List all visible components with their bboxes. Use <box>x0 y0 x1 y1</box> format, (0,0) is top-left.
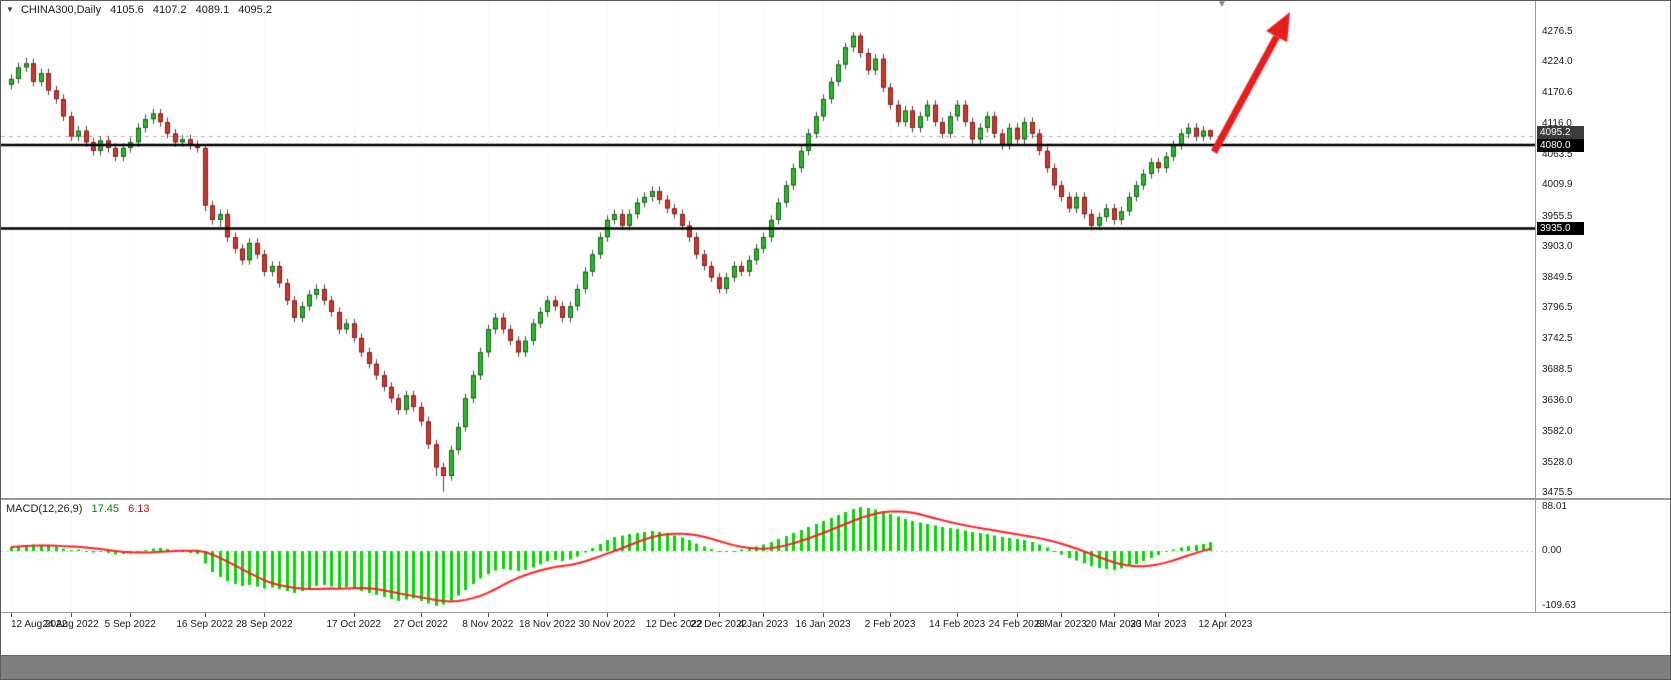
time-axis-label: 8 Mar 2023 <box>1036 619 1087 630</box>
ohlc-open: 4105.6 <box>110 4 144 16</box>
time-axis-tick <box>421 613 422 617</box>
time-axis-label: 16 Sep 2022 <box>176 619 234 630</box>
price-tick-label: 4116.0 <box>1542 118 1572 130</box>
candlestick-chart-canvas[interactable] <box>1 1 1535 498</box>
price-tick-label: 3475.5 <box>1542 486 1573 498</box>
macd-indicator-label: MACD(12,26,9) 17.45 6.13 <box>6 503 150 515</box>
time-axis-label: 12 Apr 2023 <box>1198 619 1253 630</box>
macd-name: MACD(12,26,9) <box>6 503 83 515</box>
time-axis-tick <box>957 613 958 617</box>
level-price-tag-lower: 3935.0 <box>1537 222 1584 236</box>
macd-axis-label: 0.00 <box>1542 545 1562 556</box>
main-chart-area: ▼ CHINA300,Daily 4105.6 4107.2 4089.1 40… <box>1 1 1535 498</box>
level-price-tag-upper: 4080.0 <box>1537 138 1584 152</box>
price-tick-label: 3796.5 <box>1542 302 1573 314</box>
time-axis-label: 17 Oct 2022 <box>326 619 381 630</box>
time-axis-tick <box>205 613 206 617</box>
time-axis-label: 5 Sep 2022 <box>104 619 156 630</box>
time-axis-label: 24 Feb 2023 <box>988 619 1045 630</box>
time-axis[interactable]: 12 Aug 2022 24 Aug 2022 5 Sep 2022 16 Sep 2… <box>1 613 1535 655</box>
macd-main-value: 17.45 <box>91 503 120 515</box>
price-tick-label: 4009.9 <box>1542 179 1573 191</box>
time-axis-tick <box>763 613 764 617</box>
macd-axis-label: -109.63 <box>1542 599 1576 611</box>
time-axis-tick <box>890 613 891 617</box>
time-axis-tick <box>1158 613 1159 617</box>
macd-axis-label: 88.01 <box>1542 500 1568 512</box>
price-tick-label: 4276.5 <box>1542 26 1573 38</box>
price-tick-label: 4224.0 <box>1542 56 1573 68</box>
price-tick-label: 4170.6 <box>1542 86 1573 98</box>
time-axis-label: 12 Aug 2022 <box>11 619 68 630</box>
time-axis-label: 28 Sep 2022 <box>235 619 293 630</box>
macd-indicator-canvas[interactable] <box>1 500 1535 612</box>
macd-panel: MACD(12,26,9) 17.45 6.13 <box>1 500 1535 612</box>
time-axis-tick <box>1114 613 1115 617</box>
symbol-info: ▼ CHINA300,Daily 4105.6 4107.2 4089.1 40… <box>6 4 278 16</box>
price-tick-label: 3849.5 <box>1542 271 1573 283</box>
time-axis-tick <box>11 613 12 617</box>
macd-signal-value: 6.13 <box>128 503 150 515</box>
panel-separator-bottom <box>1 612 1670 613</box>
time-axis-label: 8 Nov 2022 <box>462 619 514 630</box>
time-axis-tick <box>607 613 608 617</box>
time-axis-tick <box>719 613 720 617</box>
time-axis-label: 12 Dec 2022 <box>645 619 703 630</box>
time-axis-tick <box>354 613 355 617</box>
price-tick-label: 3688.5 <box>1542 364 1573 376</box>
time-axis-tick <box>71 613 72 617</box>
price-tick-label: 3636.0 <box>1542 394 1573 406</box>
time-axis-label: 30 Nov 2022 <box>578 619 636 630</box>
time-axis-label: 22 Dec 2022 <box>690 619 748 630</box>
time-axis-tick <box>130 613 131 617</box>
time-axis-tick <box>823 613 824 617</box>
price-tick-label: 4063.5 <box>1542 148 1573 160</box>
time-axis-label: 2 Feb 2023 <box>864 619 916 630</box>
chart-shift-marker-icon[interactable]: ▼ <box>1217 0 1227 10</box>
time-axis-tick <box>488 613 489 617</box>
panel-separator-top[interactable] <box>1 498 1670 500</box>
time-axis-tick <box>674 613 675 617</box>
price-tick-label: 3955.5 <box>1542 210 1573 222</box>
time-axis-label: 30 Mar 2023 <box>1130 619 1187 630</box>
ohlc-close: 4095.2 <box>238 4 272 16</box>
price-tick-label: 3528.0 <box>1542 456 1573 468</box>
symbol-name: CHINA300,Daily <box>20 4 102 16</box>
time-axis-label: 20 Mar 2023 <box>1085 619 1142 630</box>
time-axis-label: 14 Feb 2023 <box>929 619 986 630</box>
time-axis-label: 18 Nov 2022 <box>519 619 576 630</box>
symbol-marker-icon: ▼ <box>6 5 14 14</box>
time-axis-label: 24 Aug 2022 <box>42 619 99 630</box>
ohlc-high: 4107.2 <box>152 4 187 16</box>
time-axis-label: 4 Jan 2023 <box>738 619 789 630</box>
price-tick-label: 3742.5 <box>1542 333 1573 345</box>
price-axis[interactable]: 4095.2 4080.0 3935.0 4276.5 4224.0 4170.6 4… <box>1535 1 1670 613</box>
current-price-tag: 4095.2 <box>1537 125 1584 139</box>
time-axis-tick <box>1225 613 1226 617</box>
time-axis-tick <box>264 613 265 617</box>
ohlc-low: 4089.1 <box>195 4 230 16</box>
time-axis-label: 27 Oct 2022 <box>393 619 448 630</box>
price-tick-label: 3582.0 <box>1542 425 1573 437</box>
time-axis-label: 16 Jan 2023 <box>795 619 851 630</box>
time-axis-tick <box>1061 613 1062 617</box>
time-axis-tick <box>547 613 548 617</box>
bottom-strip <box>1 655 1670 679</box>
time-axis-tick <box>1017 613 1018 617</box>
price-tick-label: 3903.0 <box>1542 240 1573 252</box>
